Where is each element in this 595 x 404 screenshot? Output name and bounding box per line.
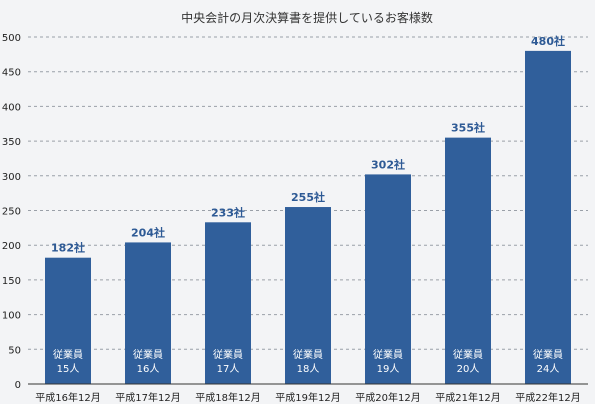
- x-tick-label: 平成22年12月: [515, 391, 580, 404]
- bar-inner-label: 18人: [297, 363, 320, 375]
- y-axis-ticks: 0 50 100 150 200 250 300 350 400 450 500: [2, 33, 21, 391]
- x-tick-label: 平成20年12月: [355, 391, 420, 404]
- bar-inner-label: 19人: [377, 363, 400, 375]
- bar: [445, 137, 491, 384]
- bar-value-label: 182社: [51, 241, 85, 255]
- y-tick-label: 50: [8, 345, 21, 356]
- bar-inner-label: 24人: [537, 363, 560, 375]
- x-tick-label: 平成21年12月: [435, 391, 500, 404]
- bar-value-label: 255社: [291, 190, 325, 204]
- y-tick-label: 100: [2, 311, 21, 322]
- bar-value-label: 355社: [451, 121, 485, 135]
- bar: [285, 207, 331, 384]
- y-tick-label: 400: [2, 102, 21, 113]
- bar-inner-label: 従業員: [533, 348, 563, 361]
- y-tick-label: 0: [15, 380, 21, 391]
- bar-inner-label: 従業員: [53, 348, 83, 361]
- bar: [45, 257, 91, 384]
- bar-value-label: 480社: [531, 34, 565, 48]
- bar-inner-label: 15人: [57, 363, 80, 375]
- y-tick-label: 250: [2, 207, 21, 218]
- bar-inner-label: 従業員: [453, 348, 483, 361]
- x-tick-label: 平成18年12月: [195, 391, 260, 404]
- bar-inner-label: 従業員: [293, 348, 323, 361]
- y-tick-label: 450: [2, 68, 21, 79]
- y-tick-label: 150: [2, 276, 21, 287]
- bar: [525, 50, 571, 384]
- y-tick-label: 500: [2, 33, 21, 44]
- bar-value-label: 204社: [131, 225, 165, 239]
- bar-inner-label: 20人: [457, 363, 480, 375]
- bar: [205, 222, 251, 384]
- bar: [125, 242, 171, 384]
- bar-inner-label: 従業員: [133, 348, 163, 361]
- chart-title: 中央会計の月次決算書を提供しているお客様数: [181, 10, 433, 25]
- x-tick-label: 平成16年12月: [35, 391, 100, 404]
- y-tick-label: 200: [2, 241, 21, 252]
- x-axis-labels: 平成16年12月 平成17年12月 平成18年12月 平成19年12月 平成20年12月…: [35, 391, 580, 404]
- x-tick-label: 平成19年12月: [275, 391, 340, 404]
- bar: [365, 174, 411, 384]
- x-tick-label: 平成17年12月: [115, 391, 180, 404]
- bar-value-label: 302社: [371, 157, 405, 171]
- bar-inner-label: 従業員: [373, 348, 403, 361]
- bar-value-label: 233社: [211, 205, 245, 219]
- bar-inner-label: 16人: [137, 363, 160, 375]
- bar-inner-label: 従業員: [213, 348, 243, 361]
- y-tick-label: 350: [2, 137, 21, 148]
- bar-inner-label: 17人: [217, 363, 240, 375]
- y-tick-label: 300: [2, 172, 21, 183]
